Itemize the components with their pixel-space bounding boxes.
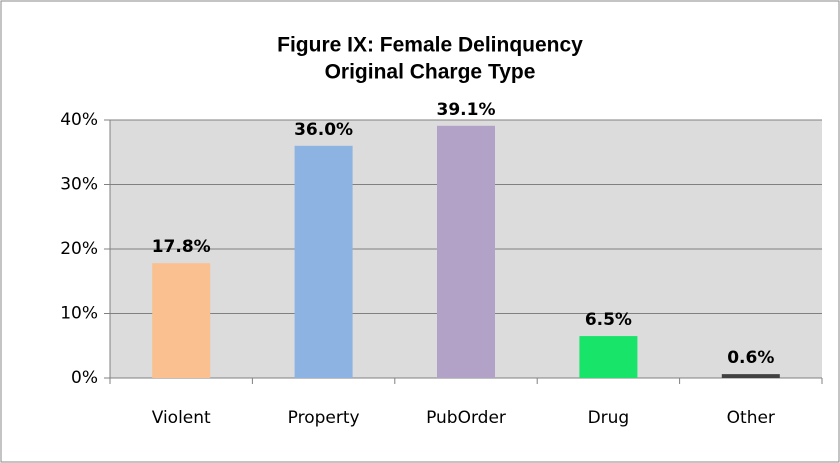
data-label: 39.1% <box>437 100 496 120</box>
data-label: 17.8% <box>152 237 211 257</box>
bar <box>437 125 495 379</box>
y-tick-label: 10% <box>60 304 98 324</box>
bar <box>721 374 780 378</box>
x-tick-label: Violent <box>152 408 211 428</box>
x-tick-label: Property <box>288 408 360 428</box>
bar <box>579 336 638 378</box>
x-tick-label: Other <box>727 408 775 428</box>
bar <box>294 145 353 378</box>
y-tick-label: 40% <box>60 110 98 130</box>
y-tick-label: 20% <box>60 239 98 259</box>
data-label: 36.0% <box>294 120 353 140</box>
chart-title: Figure IX: Female Delinquency <box>277 34 583 57</box>
data-label: 6.5% <box>585 310 632 330</box>
chart-title: Original Charge Type <box>325 61 536 84</box>
y-tick-label: 0% <box>71 368 98 388</box>
x-tick-label: Drug <box>588 408 630 428</box>
bar <box>152 263 211 378</box>
y-tick-label: 30% <box>60 175 98 195</box>
data-label: 0.6% <box>727 348 774 368</box>
x-tick-label: PubOrder <box>426 408 506 428</box>
